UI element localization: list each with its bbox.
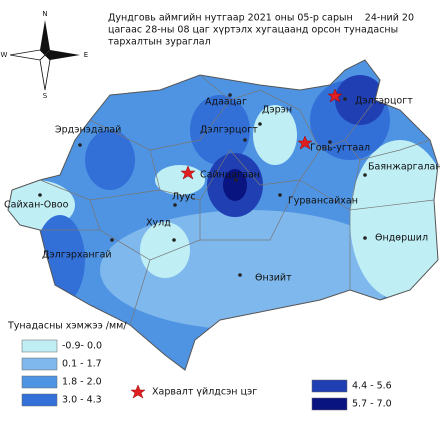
place-label: Өнзийт [255,273,292,284]
place-label: Сайхан-Овоо [4,200,69,211]
place-dot [258,122,262,126]
place-dot [234,178,238,182]
legend-star [130,384,146,399]
place-dot [343,97,347,101]
place-dot [238,273,242,277]
place-label: Баянжаргалан [368,162,440,173]
compass: N E S W [1,10,89,100]
place-label: Өндөршил [375,233,428,244]
legend: Тунадасны хэмжээ /мм/ Харвалт үйлдсэн цэ… [7,321,392,411]
place-dot [278,193,282,197]
legend-hazard: Харвалт үйлдсэн цэг [152,387,257,398]
legend-swatch [21,357,58,371]
place-label: Гурвансайхан [288,196,358,207]
place-dot [172,238,176,242]
place-label: Говь-угтаал [310,143,370,154]
place-label: Дэлгэрхангай [42,250,112,261]
compass-e: E [84,51,88,59]
legend-label: 4.4 - 5.6 [352,381,392,392]
place-label: Дэлгэрцогт [355,96,413,107]
place-label: Дэрэн [262,105,292,116]
places: Дэлгэрцогт Адаацаг Дэрэн Эрдэнэдалай Дэлгэрц… [4,93,440,284]
place-dot [78,143,82,147]
legend-swatch [311,379,348,393]
compass-s: S [43,92,48,100]
aimag-border [7,59,439,371]
legend-label: -0.9- 0.0 [62,341,102,352]
place-dot [363,173,367,177]
place-label: Дэлгэрцогт [200,125,258,136]
compass-n: N [42,10,47,18]
hazard-stars [180,88,343,180]
soum-borders [39,74,435,326]
legend-label: 5.7 - 7.0 [352,399,392,410]
legend-swatch [21,393,58,407]
place-label: Эрдэнэдалай [55,125,121,136]
place-label: Хулд [146,218,171,229]
legend-swatch [21,375,58,389]
place-dot [328,140,332,144]
place-label: Адаацаг [205,97,247,108]
place-dot [38,193,42,197]
place-dot [110,238,114,242]
place-dot [173,203,177,207]
place-dot [363,236,367,240]
legend-swatch [21,339,58,353]
place-label: Сайнцагаан [200,170,260,181]
title: Дундговь аймгийн нутгаар 2021 оны 05-р с… [108,13,414,48]
legend-label: 1.8 - 2.0 [62,377,102,388]
place-dot [228,93,232,97]
title-line: Дундговь аймгийн нутгаар 2021 оны 05-р с… [108,13,414,24]
legend-label: 0.1 - 1.7 [62,359,102,370]
title-line: тархалтын зураглал [108,37,211,48]
place-dot [243,138,247,142]
legend-label: 3.0 - 4.3 [62,395,102,406]
compass-w: W [1,51,8,59]
legend-title: Тунадасны хэмжээ /мм/ [7,321,127,332]
legend-swatch [311,397,348,411]
title-line: цагаас 28-ны 08 цаг хүртэлх хугацаанд ор… [108,25,398,36]
place-label: Луус [172,192,196,203]
